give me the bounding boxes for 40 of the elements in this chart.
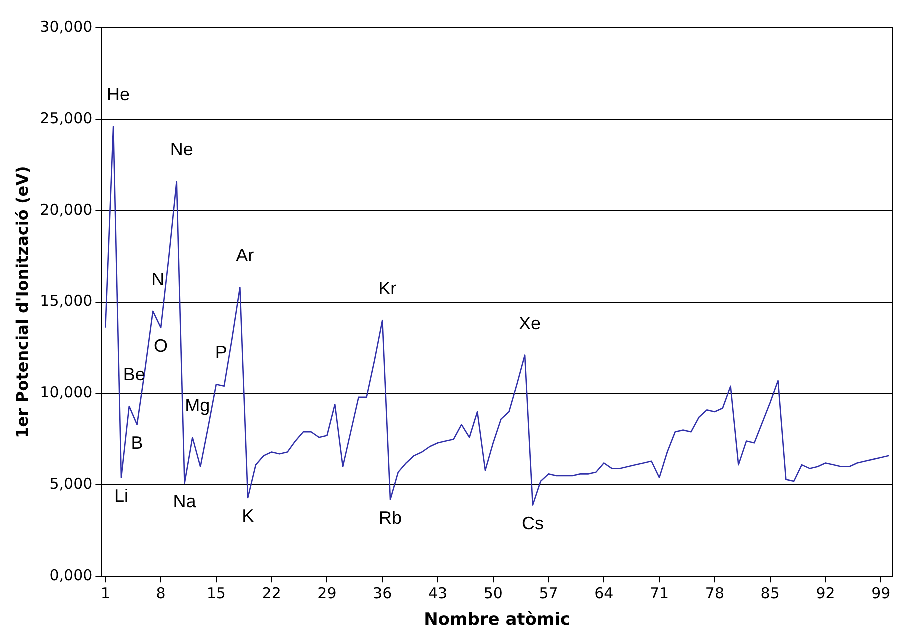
annotation: P — [215, 342, 228, 363]
annotation: Cs — [522, 513, 544, 534]
x-tick-label: 29 — [318, 584, 337, 602]
y-tick-label: 20,000 — [40, 200, 93, 219]
annotation: Rb — [379, 508, 402, 528]
annotation: He — [107, 84, 130, 105]
annotation: K — [242, 506, 254, 526]
x-tick-label: 50 — [484, 584, 503, 602]
x-tick-label: 92 — [816, 584, 836, 602]
annotation: Ar — [236, 246, 254, 266]
x-tick-label: 71 — [650, 584, 670, 602]
x-tick-label: 57 — [539, 584, 558, 602]
y-tick-label: 0,000 — [50, 566, 93, 584]
x-tick-label: 36 — [373, 584, 392, 602]
x-axis-title: Nombre atòmic — [424, 610, 571, 630]
y-tick-label: 25,000 — [40, 109, 93, 128]
y-tick-label: 30,000 — [40, 18, 93, 36]
annotation: B — [131, 432, 144, 453]
x-tick-label: 1 — [100, 584, 110, 602]
annotation: Mg — [185, 396, 210, 416]
annotation: Be — [123, 364, 146, 385]
x-tick-label: 78 — [705, 584, 724, 602]
x-tick-label: 22 — [262, 584, 282, 602]
x-tick-label: 15 — [206, 584, 226, 602]
annotation: N — [152, 269, 165, 290]
x-tick-label: 8 — [156, 584, 166, 602]
x-tick-label: 85 — [760, 584, 780, 602]
y-tick-label: 15,000 — [40, 292, 93, 310]
y-tick-label: 5,000 — [50, 475, 93, 494]
y-axis-title: 1er Potencial d'Ionització (eV) — [12, 166, 32, 438]
x-tick-label: 43 — [428, 584, 448, 602]
annotation: Xe — [519, 313, 542, 334]
annotation: Ne — [170, 140, 194, 160]
annotation: Li — [114, 486, 128, 506]
annotation: Na — [173, 491, 198, 512]
x-tick-label: 99 — [872, 584, 891, 602]
annotation: O — [154, 336, 168, 356]
y-tick-label: 10,000 — [40, 384, 93, 402]
x-tick-label: 64 — [594, 584, 614, 602]
annotation: Kr — [378, 278, 397, 299]
